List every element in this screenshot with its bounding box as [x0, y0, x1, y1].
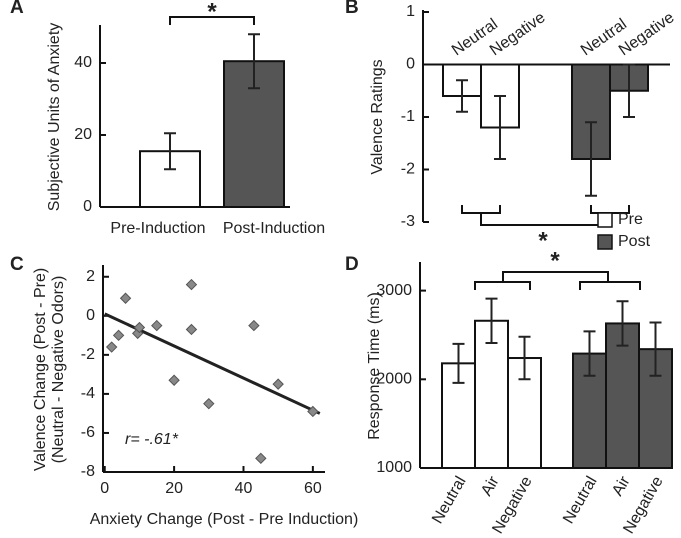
point: [105, 341, 118, 353]
y-tick-label: 1: [406, 3, 415, 20]
y-tick-label: 0: [406, 56, 415, 73]
category-label: Air: [609, 473, 634, 499]
y-tick-label: 3000: [376, 282, 412, 299]
error-bar: [456, 79, 468, 113]
point: [272, 378, 284, 390]
category-label: Air: [478, 473, 503, 499]
x-axis-label: Anxiety Change (Post - Pre Induction): [90, 511, 359, 528]
error-bar: [248, 33, 260, 90]
legend-swatch: [597, 234, 613, 250]
annotation: r= -.61*: [125, 431, 179, 448]
y-tick-label: -2: [401, 161, 415, 178]
significance-star: *: [550, 247, 560, 274]
error-bar: [623, 63, 635, 118]
error-bar: [616, 300, 629, 347]
point: [119, 292, 132, 304]
x-tick-label: Pre-Induction: [110, 220, 205, 237]
error-bar: [485, 297, 498, 344]
category-label: Negative: [616, 9, 678, 59]
y-axis-label: Subjective Units of Anxiety: [46, 23, 63, 212]
y-tick-label: 0: [83, 198, 92, 215]
point: [203, 397, 215, 410]
y-tick-label: -8: [81, 463, 95, 480]
panel-label: B: [345, 0, 359, 18]
significance-star: *: [538, 227, 548, 254]
point: [307, 405, 319, 418]
legend-label: Post: [618, 233, 651, 250]
error-bar: [585, 121, 597, 197]
point: [151, 319, 163, 332]
y-tick-label: -2: [81, 346, 95, 363]
category-label: Negative: [487, 9, 549, 59]
y-tick-label: -3: [401, 213, 415, 230]
category-label: Neutral: [560, 474, 601, 527]
panel-label: A: [10, 0, 24, 18]
y-tick-label: 2: [86, 268, 95, 285]
error-bar: [649, 321, 662, 377]
x-tick-label: 60: [304, 480, 322, 497]
bracket: [474, 271, 641, 290]
y-axis-label: Valence Ratings: [369, 59, 386, 174]
legend-swatch: [597, 212, 613, 228]
panel-label: C: [10, 254, 24, 275]
x-tick-label: 40: [235, 480, 253, 497]
y-axis-label: Response Time (ms): [366, 292, 383, 440]
y-tick-label: 0: [86, 307, 95, 324]
y-tick-label: -1: [401, 108, 415, 125]
y-tick-label: 40: [74, 54, 92, 71]
x-tick-label: 20: [165, 480, 183, 497]
y-tick-label: 20: [74, 126, 92, 143]
x-tick-label: 0: [100, 480, 109, 497]
category-label: Neutral: [429, 474, 470, 527]
point: [131, 327, 144, 340]
legend-label: Pre: [618, 211, 643, 228]
error-bar: [518, 335, 531, 381]
y-tick-label: 1000: [376, 459, 412, 476]
error-bar: [164, 132, 176, 171]
bracket: [169, 16, 255, 25]
error-bar: [583, 330, 596, 377]
x-tick-label: Post-Induction: [223, 220, 325, 237]
point: [133, 321, 146, 334]
y-tick-label: -4: [81, 385, 95, 402]
y-tick-label: -6: [81, 424, 95, 441]
point: [112, 329, 125, 342]
y-tick-label: 2000: [376, 371, 412, 388]
y-axis-label: (Neutral - Negative Odors): [50, 276, 67, 464]
significance-star: *: [207, 0, 217, 25]
point: [248, 319, 260, 332]
point: [255, 452, 267, 465]
error-bar: [452, 342, 465, 384]
y-axis-label: Valence Change (Post - Pre): [32, 268, 49, 471]
point: [185, 278, 198, 291]
panel-label: D: [345, 254, 359, 275]
error-bar: [494, 95, 506, 160]
point: [185, 323, 198, 336]
point: [168, 374, 180, 386]
